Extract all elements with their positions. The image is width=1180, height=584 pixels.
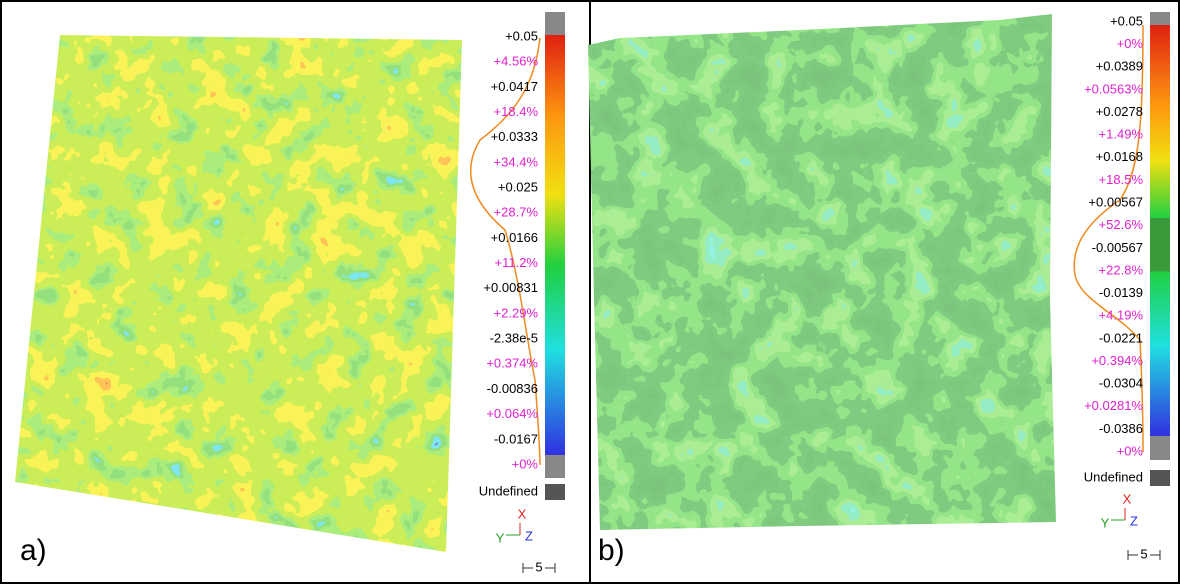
scale-cap [545,12,565,35]
axis-y: Y [1101,515,1110,530]
undefined-label: Undefined [479,483,538,498]
scale-value-label: +0.00831 [483,280,538,295]
histogram-curve [1073,24,1144,453]
axis-z: Z [525,528,533,543]
scale-cap [545,455,565,478]
scale-cap [1150,12,1170,25]
percentage-label: +0.394% [1091,353,1143,368]
scale-value-label: -0.0304 [1099,376,1143,391]
percentage-label: +18.4% [494,104,539,119]
scale-value-label: -0.0221 [1099,330,1143,345]
scale-value-label: -0.0167 [494,431,538,446]
deviation-map [15,35,462,552]
percentage-label: +34.4% [494,154,539,169]
undefined-swatch [545,484,565,500]
scale-bar-label: 5 [1140,546,1147,561]
scale-cap [1150,436,1170,460]
percentage-label: +0.0563% [1084,81,1143,96]
scale-value-label: +0.0168 [1096,149,1143,164]
histogram-curve [469,37,541,466]
panel-label: b) [598,534,625,567]
scale-value-label: +0.0389 [1096,59,1143,74]
scale-value-label: +0.0278 [1096,104,1143,119]
scale-value-label: -0.00836 [487,381,538,396]
scale-value-label: +0.025 [498,179,538,194]
scale-value-label: -0.00567 [1092,240,1143,255]
scale-value-label: +0.05 [1110,13,1143,28]
axis-x: X [1123,491,1132,506]
scale-value-label: +0.0166 [491,230,538,245]
scale-bar-label: 5 [535,559,542,574]
percentage-label: +0.064% [486,406,538,421]
percentage-label: +1.49% [1099,127,1144,142]
color-scale [545,35,565,455]
percentage-label: +2.29% [494,305,539,320]
panel-label: a) [20,534,47,567]
percentage-label: +4.19% [1099,308,1144,323]
percentage-label: +22.8% [1099,262,1144,277]
axis-z: Z [1130,513,1138,528]
scale-bar-bg [1138,548,1150,562]
scale-value-label: +0.00567 [1088,194,1143,209]
percentage-label: +11.2% [495,255,539,270]
percentage-label: +18.5% [1099,172,1144,187]
percentage-label: +4.56% [494,54,539,69]
axis-y: Y [496,530,505,545]
percentage-label: +0.374% [486,356,538,371]
scale-value-label: +0.0333 [491,129,538,144]
percentage-label: +0.0281% [1084,398,1143,413]
scale-value-label: -0.0386 [1099,421,1143,436]
percentage-label: +52.6% [1099,217,1144,232]
deviation-map [588,14,1056,530]
axis-x: X [518,506,527,521]
scale-value-label: +0.0417 [491,79,538,94]
scale-bar-bg [533,561,545,575]
percentage-label: +0% [512,456,539,471]
undefined-swatch [1150,470,1170,486]
undefined-label: Undefined [1084,469,1143,484]
scale-value-label: -2.38e-5 [490,331,538,346]
scale-value-label: +0.05 [505,28,538,43]
percentage-label: +0% [1117,36,1144,51]
percentage-label: +28.7% [494,205,539,220]
scale-value-label: -0.0139 [1099,285,1143,300]
color-scale [1150,25,1170,436]
percentage-label: +0% [1117,443,1144,458]
